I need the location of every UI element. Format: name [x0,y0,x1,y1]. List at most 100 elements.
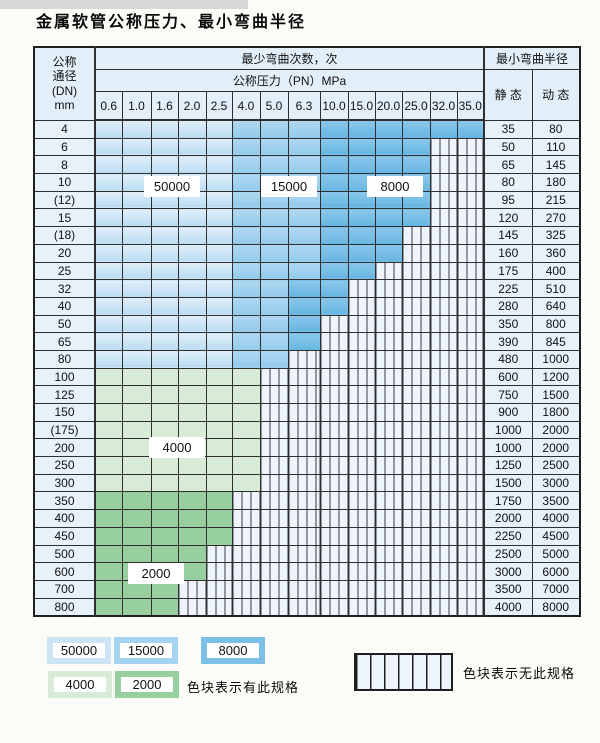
spec-cell [121,367,152,387]
no-spec-cell [429,456,458,475]
no-spec-cell [319,456,349,475]
no-spec-cell [374,526,403,546]
no-spec-cell [456,173,485,192]
dynamic-value-cell: 510 [531,279,581,298]
spec-cell [205,137,233,157]
spec-cell [121,509,152,528]
no-spec-cell [205,579,233,599]
no-spec-cell [401,314,431,334]
no-spec-cell [429,173,458,192]
spec-cell [121,597,152,617]
no-spec-cell [347,597,376,617]
static-value-cell: 225 [483,279,533,298]
pressure-col-header: 0.6 [94,91,123,121]
spec-cell [259,349,289,369]
spec-cell [205,226,233,245]
spec-cell [347,208,376,228]
spec-cell [150,155,179,175]
no-spec-cell [374,296,403,316]
no-spec-cell [401,226,431,245]
spec-cell [231,349,261,369]
no-spec-cell [319,349,349,369]
spec-cell [121,526,152,546]
no-spec-cell [456,261,485,281]
spec-cell [259,279,289,298]
no-spec-cell [287,349,321,369]
spec-cell [150,137,179,157]
spec-cell [319,190,349,210]
pressure-col-header: 6.3 [287,91,321,121]
pressure-col-header: 35.0 [456,91,485,121]
spec-cell [121,579,152,599]
spec-cell [231,119,261,139]
min-radius-header: 最小弯曲半径 [483,46,581,70]
no-spec-cell [287,579,321,599]
no-spec-cell [319,491,349,511]
static-value-cell: 120 [483,208,533,228]
spec-cell [177,155,207,175]
no-spec-cell [259,438,289,458]
no-spec-cell [259,456,289,475]
spec-cell [231,314,261,334]
no-spec-cell [287,491,321,511]
dn-cell: (175) [33,420,96,440]
pressure-col-header: 20.0 [374,91,403,121]
pressure-col-header: 1.0 [121,91,152,121]
spec-cell [205,314,233,334]
spec-cell [319,279,349,298]
legend-swatch-15000: 15000 [114,637,178,664]
spec-cell [150,279,179,298]
no-spec-cell [456,456,485,475]
dn-header-line: 通径 [52,69,77,84]
static-header: 静 态 [483,69,533,121]
spec-cell [231,456,261,475]
static-value-cell: 750 [483,385,533,404]
dn-cell: 300 [33,473,96,493]
pressure-col-header: 2.0 [177,91,207,121]
dynamic-value-cell: 270 [531,208,581,228]
no-spec-cell [401,279,431,298]
no-spec-cell [287,509,321,528]
spec-cell [205,385,233,404]
spec-cell [121,226,152,245]
spec-cell [121,296,152,316]
spec-cell [94,473,123,493]
no-spec-cell [259,403,289,422]
spec-cell [231,226,261,245]
table-row: 25 175 400 [33,261,581,281]
static-value-cell: 1500 [483,473,533,493]
table-row: 250 1250 2500 [33,456,581,475]
no-spec-cell [347,420,376,440]
no-spec-cell [231,579,261,599]
spec-cell [456,119,485,139]
spec-cell [287,279,321,298]
table-row: 450 2250 4500 [33,526,581,546]
spec-cell [287,155,321,175]
spec-cell [121,155,152,175]
no-spec-cell [429,190,458,210]
spec-cell [177,526,207,546]
spec-cell [259,119,289,139]
spec-cell [121,332,152,351]
no-spec-cell [429,420,458,440]
table-row: 65 390 845 [33,332,581,351]
dn-cell: 8 [33,155,96,175]
spec-cell [401,155,431,175]
spec-cell [121,261,152,281]
no-spec-cell [456,367,485,387]
static-value-cell: 280 [483,296,533,316]
static-value-cell: 1000 [483,420,533,440]
no-spec-cell [374,544,403,564]
dynamic-value-cell: 800 [531,314,581,334]
dn-header-line: mm [54,98,75,113]
dn-cell: 500 [33,544,96,564]
no-spec-cell [287,456,321,475]
spec-cell [231,155,261,175]
spec-cell [121,208,152,228]
spec-cell [94,243,123,263]
table-row: 600 3000 6000 [33,562,581,581]
spec-cell [205,438,233,458]
spec-cell [150,332,179,351]
spec-cell [121,420,152,440]
spec-cell [94,137,123,157]
